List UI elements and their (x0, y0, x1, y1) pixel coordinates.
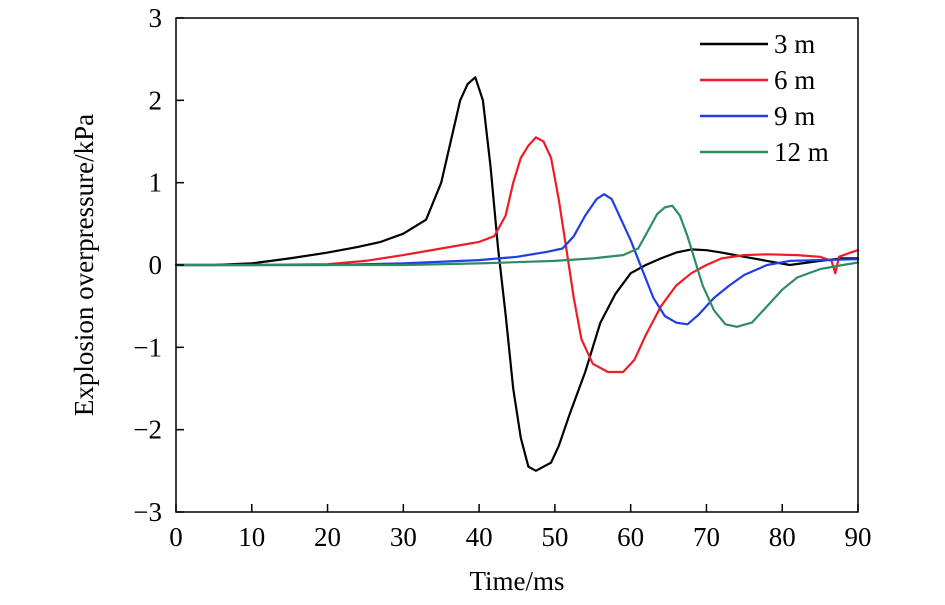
y-tick-label: −1 (133, 332, 162, 362)
y-axis-title: Explosion overpressure/kPa (69, 114, 99, 416)
y-tick-label: 0 (149, 250, 163, 280)
x-axis-title: Time/ms (469, 566, 564, 596)
x-tick-label: 70 (693, 522, 720, 552)
y-tick-label: −3 (133, 497, 162, 527)
x-tick-label: 0 (169, 522, 183, 552)
y-tick-label: −2 (133, 415, 162, 445)
x-tick-label: 80 (769, 522, 796, 552)
x-tick-label: 20 (314, 522, 341, 552)
legend-label: 6 m (774, 65, 815, 95)
y-tick-label: 3 (149, 3, 163, 33)
y-tick-label: 2 (149, 85, 163, 115)
legend: 3 m 6 m 9 m 12 m (700, 29, 829, 167)
series-layer (174, 76, 860, 472)
series-line (174, 136, 860, 374)
series-line (174, 204, 860, 328)
y-ticks: −3 −2 −1 0 1 2 3 (133, 3, 184, 527)
legend-label: 9 m (774, 101, 815, 131)
x-tick-label: 60 (617, 522, 644, 552)
x-tick-label: 40 (466, 522, 493, 552)
series-line (174, 76, 860, 472)
y-tick-label: 1 (149, 168, 163, 198)
x-ticks: 0 10 20 30 40 50 60 70 80 90 (169, 504, 872, 552)
x-tick-label: 90 (845, 522, 872, 552)
series-line (174, 193, 860, 326)
legend-label: 3 m (774, 29, 815, 59)
x-tick-label: 50 (541, 522, 568, 552)
legend-label: 12 m (774, 137, 829, 167)
x-tick-label: 10 (238, 522, 265, 552)
x-tick-label: 30 (390, 522, 417, 552)
